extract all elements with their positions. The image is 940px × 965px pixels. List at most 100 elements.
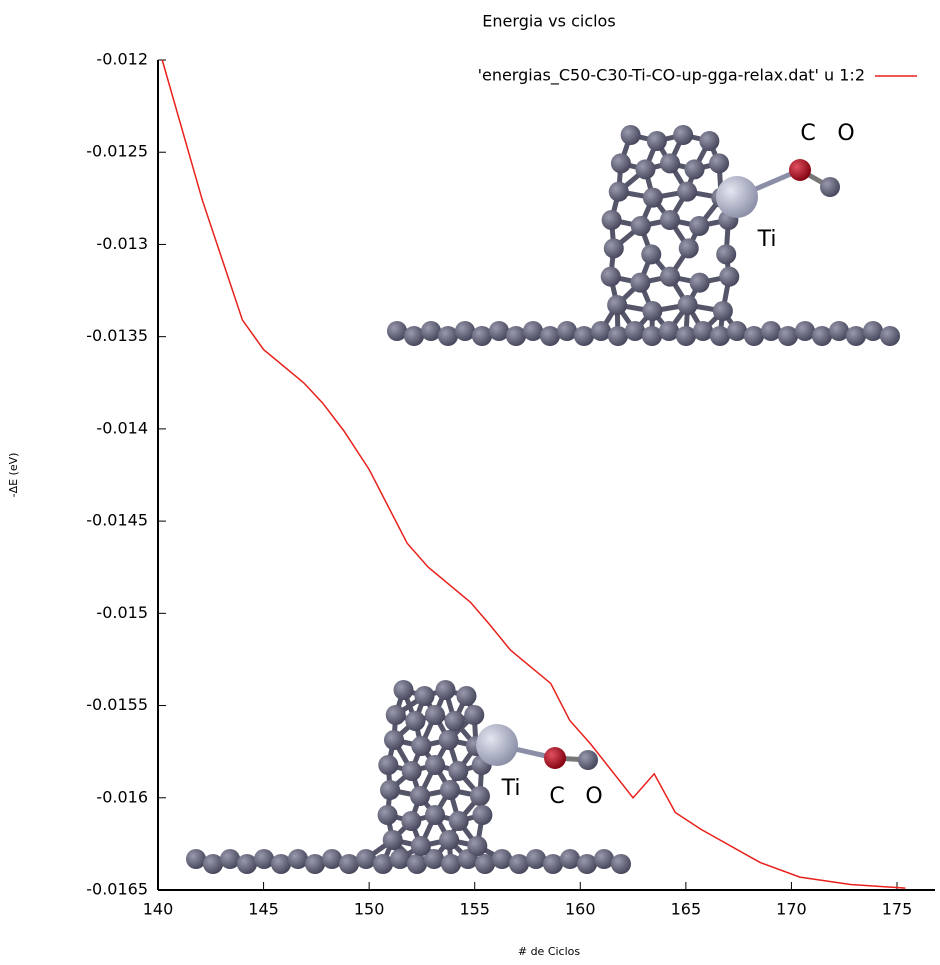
atom (631, 216, 651, 236)
atom (880, 326, 900, 346)
atom (425, 705, 445, 725)
atom (380, 780, 400, 800)
atom (812, 326, 832, 346)
atom (659, 321, 679, 341)
x-tick-label: 155 (459, 900, 490, 919)
atom (761, 321, 781, 341)
atom (415, 686, 435, 706)
atom (373, 854, 393, 874)
x-tick-label: 165 (671, 900, 702, 919)
x-tick-label: 175 (882, 900, 913, 919)
atom (402, 761, 422, 781)
atom (456, 686, 476, 706)
atom (476, 724, 518, 766)
atom (604, 238, 624, 258)
atom-label: C (800, 121, 815, 146)
atom (322, 849, 342, 869)
atom (820, 177, 840, 197)
y-tick-label: -0.015 (96, 603, 148, 622)
x-tick-label: 140 (143, 900, 174, 919)
atom (716, 176, 758, 218)
atom (387, 321, 407, 341)
y-axis-label: -ΔE (eV) (7, 453, 20, 498)
atom (405, 711, 425, 731)
atom (635, 159, 655, 179)
atom (544, 747, 566, 769)
atom (441, 854, 461, 874)
x-tick-label: 170 (776, 900, 807, 919)
atom (435, 680, 455, 700)
atom (540, 326, 560, 346)
y-tick-label: -0.0125 (86, 142, 148, 161)
atom (445, 711, 465, 731)
atom (425, 755, 445, 775)
atom (449, 811, 469, 831)
atom (699, 131, 719, 151)
atom (383, 830, 403, 850)
atom (611, 854, 631, 874)
atom (464, 705, 484, 725)
atom (727, 321, 747, 341)
x-tick-label: 150 (354, 900, 385, 919)
y-tick-label: -0.016 (96, 787, 148, 806)
atom (390, 849, 410, 869)
atom (288, 849, 308, 869)
y-tick-label: -0.014 (96, 418, 148, 437)
atom (470, 786, 490, 806)
x-tick-label: 160 (565, 900, 596, 919)
atom-label: C (549, 784, 564, 809)
atom (439, 830, 459, 850)
atom (506, 326, 526, 346)
atom (472, 805, 492, 825)
data-line (162, 60, 905, 888)
atom-label: Ti (501, 776, 521, 801)
atom (673, 125, 693, 145)
atom (401, 811, 421, 831)
atom (578, 750, 598, 770)
atom (778, 326, 798, 346)
atom (594, 849, 614, 869)
atom (607, 295, 627, 315)
atom (384, 730, 404, 750)
chart-title: Energia vs ciclos (482, 12, 615, 31)
atom (475, 854, 495, 874)
atom (643, 188, 663, 208)
atom (467, 836, 487, 856)
legend-label: 'energias_C50-C30-Ti-CO-up-gga-relax.dat… (478, 66, 865, 86)
atom (526, 849, 546, 869)
atom (789, 159, 811, 181)
atom (676, 326, 696, 346)
atom (410, 786, 430, 806)
atom (492, 849, 512, 869)
atom (439, 730, 459, 750)
atom (685, 159, 705, 179)
atom (356, 849, 376, 869)
atom (609, 182, 629, 202)
atom (394, 680, 414, 700)
atom (220, 849, 240, 869)
atom (601, 267, 621, 287)
x-axis-label: # de Ciclos (518, 945, 581, 958)
atom (386, 705, 406, 725)
atom (591, 321, 611, 341)
atom-label: O (837, 121, 854, 146)
atom (716, 244, 736, 264)
atom (455, 321, 475, 341)
atom (660, 153, 680, 173)
atom (829, 321, 849, 341)
atom (448, 761, 468, 781)
atom (642, 326, 662, 346)
atom (339, 854, 359, 874)
y-tick-label: -0.0145 (86, 511, 148, 530)
atom (608, 326, 628, 346)
atom (472, 326, 492, 346)
atom (713, 301, 733, 321)
atom (509, 854, 529, 874)
atom (679, 238, 699, 258)
atom (254, 849, 274, 869)
y-tick-label: -0.0165 (86, 880, 148, 899)
atom (237, 854, 257, 874)
atom (795, 321, 815, 341)
atom (523, 321, 543, 341)
